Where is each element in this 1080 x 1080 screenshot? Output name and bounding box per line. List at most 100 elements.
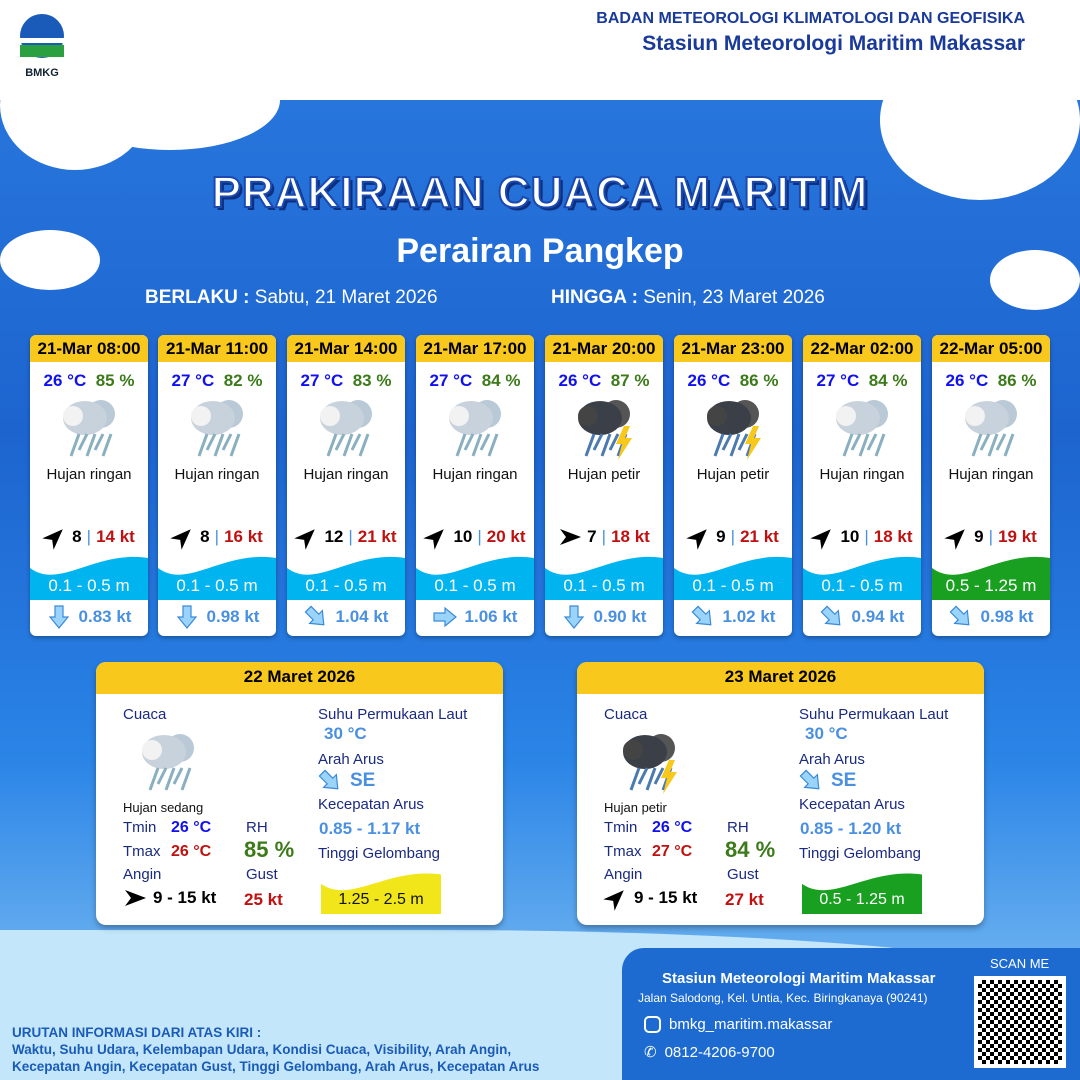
daily-summary-card: 23 Maret 2026 Cuaca Hujan petir Tmin 26 … [577, 662, 984, 925]
wind-speed: 8 [72, 527, 82, 546]
org-name: BADAN METEOROLOGI KLIMATOLOGI DAN GEOFIS… [596, 10, 1025, 27]
label-current-dir: Arah Arus [799, 751, 865, 768]
air-temperature: 27 °C [171, 371, 215, 390]
forecast-time: 21-Mar 11:00 [158, 335, 276, 362]
qr-code[interactable] [974, 976, 1066, 1068]
tmax-value: 26 °C [171, 843, 212, 860]
current-speed: 1.06 kt [464, 607, 518, 626]
wave-range: 1.25 - 2.5 m [338, 891, 424, 908]
label-sst: Suhu Permukaan Laut [799, 706, 949, 723]
current-direction-icon [176, 605, 197, 629]
forecast-card: 22-Mar 02:00 27 °C 84 % Hujan ringan 10 |… [803, 335, 921, 636]
wind-speed: 7 [587, 527, 597, 546]
summary-date: 22 Maret 2026 [96, 662, 503, 694]
gust-speed: 21 kt [357, 527, 397, 546]
tmin-value: 26 °C [171, 819, 212, 836]
cloud [880, 40, 1080, 200]
current-direction-icon [432, 606, 457, 628]
forecast-time: 21-Mar 17:00 [416, 335, 534, 362]
forecast-card: 21-Mar 08:00 26 °C 85 % Hujan ringan 8 | 1… [30, 335, 148, 636]
air-temperature: 26 °C [945, 371, 989, 390]
current-direction-icon [949, 605, 969, 626]
label-gust: Gust [246, 866, 278, 883]
page-title: PRAKIRAAN CUACA MARITIM [211, 167, 869, 218]
forecast-time: 22-Mar 02:00 [803, 335, 921, 362]
rh-value: 84 % [725, 837, 776, 862]
instagram-link[interactable]: bmkg_maritim.makassar [644, 1016, 832, 1033]
forecast-card: 21-Mar 23:00 26 °C 86 % Hujan petir 9 | 21… [674, 335, 792, 636]
bmkg-logo: BMKG [14, 12, 70, 79]
gust-speed: 20 kt [486, 527, 526, 546]
forecast-card: 21-Mar 14:00 27 °C 83 % Hujan ringan 12 |… [287, 335, 405, 636]
humidity: 84 % [481, 371, 521, 390]
wind-direction-icon [560, 529, 582, 545]
wind-direction-icon [125, 890, 146, 906]
weather-condition: Hujan ringan [432, 466, 518, 483]
wave-height-band: 0.5 - 1.25 m [802, 867, 922, 914]
wind-direction-icon [423, 529, 445, 550]
label-tmin: Tmin [604, 819, 638, 836]
station-name: Stasiun Meteorologi Maritim Makassar [642, 32, 1025, 55]
light-rain-icon [191, 400, 243, 457]
thunderstorm-icon [578, 400, 632, 460]
humidity: 85 % [95, 371, 135, 390]
forecast-time: 21-Mar 23:00 [674, 335, 792, 362]
wave-height-band: 0.1 - 0.5 m [416, 550, 534, 600]
weather-condition: Hujan ringan [303, 466, 389, 483]
scan-me-label: SCAN ME [990, 956, 1050, 971]
cloud [60, 50, 280, 150]
current-direction-icon [304, 605, 324, 626]
wind-speed: 8 [200, 527, 210, 546]
summary-weather: Hujan petir [604, 800, 667, 815]
wind-direction-icon [170, 529, 191, 550]
air-temperature: 27 °C [816, 371, 860, 390]
weather-condition: Hujan ringan [948, 466, 1034, 483]
forecast-time: 22-Mar 05:00 [932, 335, 1050, 362]
gust-value: 27 kt [725, 890, 764, 909]
weather-condition: Hujan petir [567, 466, 641, 483]
label-tmax: Tmax [604, 843, 642, 860]
humidity: 86 % [739, 371, 779, 390]
wind-direction-icon [686, 529, 707, 550]
air-temperature: 26 °C [687, 371, 731, 390]
wave-height-band: 0.1 - 0.5 m [287, 550, 405, 600]
current-speed: 0.83 kt [78, 607, 132, 626]
cloud [0, 230, 100, 290]
wind-direction-icon [42, 529, 63, 550]
gust-speed: 16 kt [224, 527, 263, 546]
moderate-rain-icon [142, 734, 194, 791]
gust-speed: 18 kt [611, 527, 650, 546]
wave-height-band: 0.1 - 0.5 m [545, 550, 663, 600]
label-current-speed: Kecepatan Arus [799, 796, 905, 813]
current-dir-value: SE [350, 770, 376, 791]
label-wave: Tinggi Gelombang [318, 845, 441, 862]
forecast-time: 21-Mar 08:00 [30, 335, 148, 362]
light-rain-icon [63, 400, 115, 457]
label-rh: RH [246, 819, 268, 836]
light-rain-icon [965, 400, 1017, 457]
current-speed: 0.90 kt [593, 607, 647, 626]
wave-height: 0.1 - 0.5 m [821, 576, 903, 595]
gust-value: 25 kt [244, 890, 283, 909]
humidity: 84 % [868, 371, 908, 390]
footer-contact: Stasiun Meteorologi Maritim Makassar Jal… [622, 948, 1080, 1080]
phone-link[interactable]: ✆ 0812-4206-9700 [644, 1043, 775, 1062]
label-tmin: Tmin [123, 819, 157, 836]
current-direction-icon [318, 769, 339, 790]
current-direction-icon [799, 769, 820, 790]
current-speed-range: 0.85 - 1.17 kt [319, 819, 421, 838]
thunderstorm-icon [707, 400, 761, 460]
wave-range: 0.5 - 1.25 m [819, 891, 905, 908]
summary-date: 23 Maret 2026 [577, 662, 984, 694]
label-tmax: Tmax [123, 843, 161, 860]
current-direction-icon [820, 605, 840, 626]
footer-station: Stasiun Meteorologi Maritim Makassar [662, 970, 936, 987]
wave-height: 0.1 - 0.5 m [692, 576, 774, 595]
summary-weather: Hujan sedang [123, 800, 204, 815]
gust-speed: 14 kt [96, 527, 135, 546]
forecast-time: 21-Mar 14:00 [287, 335, 405, 362]
cloud [990, 250, 1080, 310]
tmin-value: 26 °C [652, 819, 693, 836]
label-wind: Angin [604, 866, 643, 883]
tmax-value: 27 °C [652, 843, 693, 860]
